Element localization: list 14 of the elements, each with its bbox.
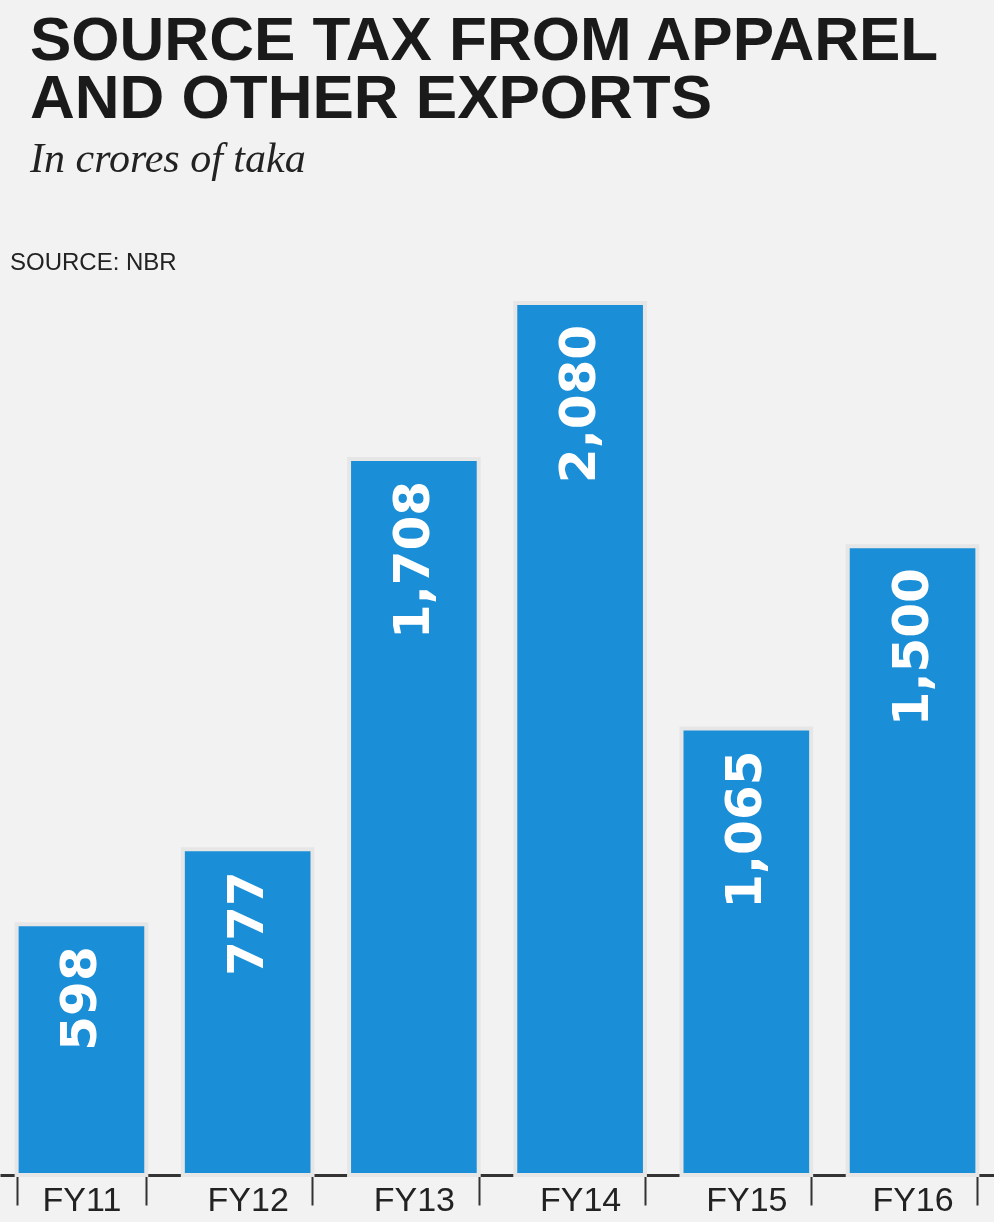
x-tick-label: FY14 xyxy=(539,1179,622,1218)
data-label: 598 xyxy=(50,946,109,1051)
x-tick-label: FY11 xyxy=(42,1179,122,1218)
data-label: 777 xyxy=(216,871,275,976)
x-tick-label: FY12 xyxy=(207,1179,289,1218)
data-label: 2,080 xyxy=(549,325,608,484)
data-label: 1,708 xyxy=(382,480,441,640)
chart-subtitle: In crores of taka xyxy=(29,135,306,181)
x-tick-label: FY15 xyxy=(706,1179,788,1218)
x-tick-label: FY13 xyxy=(373,1179,456,1218)
data-label: 1,500 xyxy=(881,568,940,727)
source-note: SOURCE: NBR xyxy=(10,248,177,275)
x-tick-label: FY16 xyxy=(872,1179,954,1218)
data-label: 1,065 xyxy=(715,750,774,909)
